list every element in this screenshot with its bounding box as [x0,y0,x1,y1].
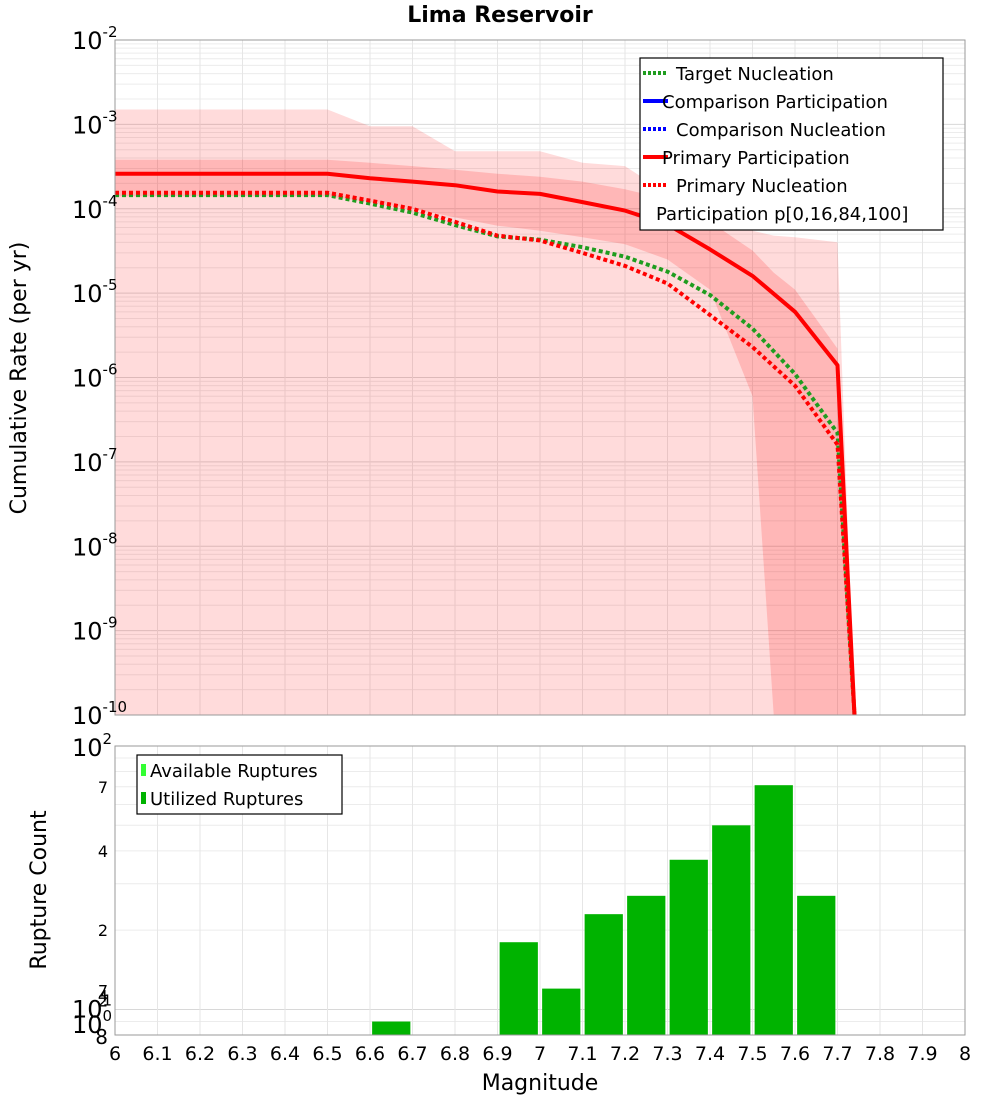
x-axis-label: Magnitude [482,1071,599,1096]
x-tick-label: 7.6 [780,1043,810,1065]
x-tick-label: 7.2 [610,1043,640,1065]
plot-frame [114,39,966,716]
y-minor-tick-label: 4 [98,842,108,861]
x-tick-label: 7.3 [652,1043,682,1065]
rate-plot-panel: 10-2 10-3 10-4 10-5 10-6 10-7 10-8 10-9 10-10 Tar… [72,23,966,730]
x-tick-label: 7.9 [907,1043,937,1065]
x-tick-label: 7.1 [567,1043,597,1065]
x-tick-label: 7.5 [737,1043,767,1065]
x-tick-label: 6 [109,1043,121,1065]
x-tick-label: 6.3 [227,1043,257,1065]
y-minor-tick-label: 2 [98,921,108,940]
y-minor-tick-label: 4 [98,986,108,1005]
x-tick-label: 7 [534,1043,546,1065]
bar-utilized-ruptures [627,895,666,1035]
legend-item-label: Primary Participation [662,148,850,169]
x-tick-label: 6.9 [482,1043,512,1065]
x-tick-label: 7.4 [695,1043,725,1065]
participation-band-outer [115,109,855,715]
legend-box [136,754,343,815]
legend-item-label: Utilized Ruptures [150,789,303,810]
participation-band-inner [115,159,855,716]
y-tick-label: 10-7 [72,445,118,477]
series-line-primary-participation [115,171,857,716]
top-y-axis-label: Cumulative Rate (per yr) [7,242,32,515]
chart-title: Lima Reservoir [407,3,593,28]
y-tick-label: 101 [72,991,112,1023]
y-tick-label: 100 [72,1007,112,1039]
y-minor-tick-label: 7 [98,982,108,1001]
legend-box [639,57,944,231]
x-tick-label: 6.6 [355,1043,385,1065]
y-tick-label: 10-6 [72,361,118,393]
series-line-primary-nucleation [115,190,857,716]
bottom-y-axis-label: Rupture Count [27,810,52,970]
x-tick-label: 6.7 [397,1043,427,1065]
x-tick-label: 6.8 [440,1043,470,1065]
y-tick-label: 10-2 [72,23,118,55]
bar-utilized-ruptures [669,859,708,1035]
x-tick-label: 6.2 [185,1043,215,1065]
bar-utilized-ruptures [499,942,538,1035]
legend-item-label: Available Ruptures [150,761,318,782]
y-tick-label: 10-5 [72,276,118,308]
y-minor-tick-label: 8 [95,1025,108,1049]
legend-item-label: Comparison Participation [662,92,888,113]
bar-utilized-ruptures [754,785,793,1035]
y-minor-tick-label: 7 [98,778,108,797]
bar-utilized-ruptures [372,1021,411,1035]
legend-item-label: Target Nucleation [675,64,834,85]
legend-item-label: Primary Nucleation [676,176,848,197]
y-minor-tick-label: 2 [98,992,108,1011]
legend-swatch [141,792,146,804]
legend-item-label: Comparison Nucleation [676,120,886,141]
legend-swatch [141,764,146,776]
bar-utilized-ruptures [542,988,581,1035]
y-tick-label: 10-10 [72,698,127,730]
bar-utilized-ruptures [584,914,623,1035]
bar-utilized-ruptures [797,895,836,1035]
legend: Available Ruptures Utilized Ruptures [136,754,343,815]
x-tick-label: 6.1 [142,1043,172,1065]
x-tick-label: 6.4 [270,1043,300,1065]
bar-utilized-ruptures [712,825,751,1035]
x-tick-label: 7.8 [865,1043,895,1065]
y-tick-label: 10-3 [72,107,118,139]
y-tick-label: 10-8 [72,529,118,561]
legend-item-label: Participation p[0,16,84,100] [656,204,908,225]
plot-frame [114,745,966,1036]
x-tick-label: 8 [959,1043,971,1065]
x-tick-label: 6.5 [312,1043,342,1065]
y-tick-label: 10-4 [72,192,118,224]
legend: Target Nucleation Comparison Participatio… [639,57,944,231]
x-tick-label: 7.7 [822,1043,852,1065]
y-tick-label: 102 [72,730,112,762]
y-tick-label: 10-9 [72,614,118,646]
